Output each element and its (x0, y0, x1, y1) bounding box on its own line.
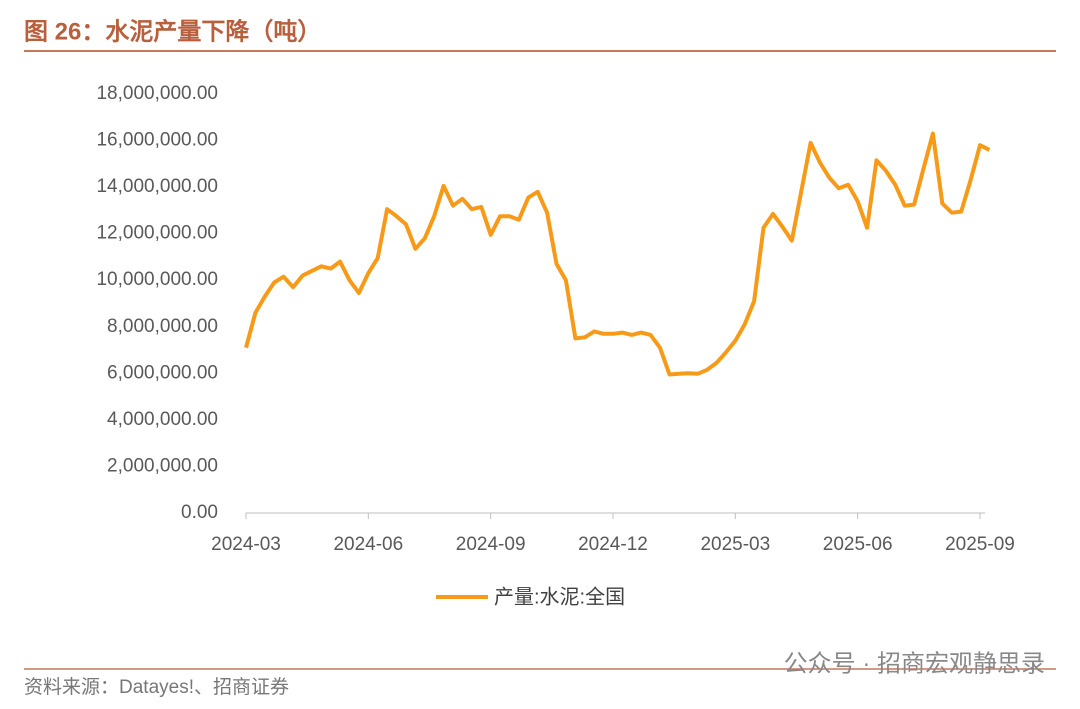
legend-label: 产量:水泥:全国 (494, 585, 625, 608)
y-tick-label: 0.00 (181, 502, 218, 523)
x-tick-label: 2025-09 (945, 534, 1015, 555)
y-tick-label: 4,000,000.00 (107, 409, 218, 430)
x-tick-label: 2025-06 (823, 534, 893, 555)
chart-title: 图 26：水泥产量下降（吨） (24, 17, 321, 45)
x-tick-label: 2024-06 (333, 534, 403, 555)
y-tick-label: 18,000,000.00 (96, 83, 218, 104)
y-tick-label: 14,000,000.00 (96, 176, 218, 197)
x-tick-label: 2024-12 (578, 534, 648, 555)
y-tick-label: 12,000,000.00 (96, 223, 218, 244)
watermark: 公众号 · 招商宏观静思录 (784, 650, 1045, 677)
x-tick-label: 2025-03 (700, 534, 770, 555)
source: 资料来源：Datayes!、招商证券 (24, 676, 289, 698)
x-tick-label: 2024-03 (211, 534, 281, 555)
line-series (244, 131, 991, 377)
y-tick-label: 2,000,000.00 (107, 455, 218, 476)
y-tick-label: 6,000,000.00 (107, 362, 218, 383)
y-tick-label: 10,000,000.00 (96, 269, 218, 290)
x-tick-label: 2024-09 (456, 534, 526, 555)
y-tick-label: 16,000,000.00 (96, 130, 218, 151)
y-tick-label: 8,000,000.00 (107, 316, 218, 337)
